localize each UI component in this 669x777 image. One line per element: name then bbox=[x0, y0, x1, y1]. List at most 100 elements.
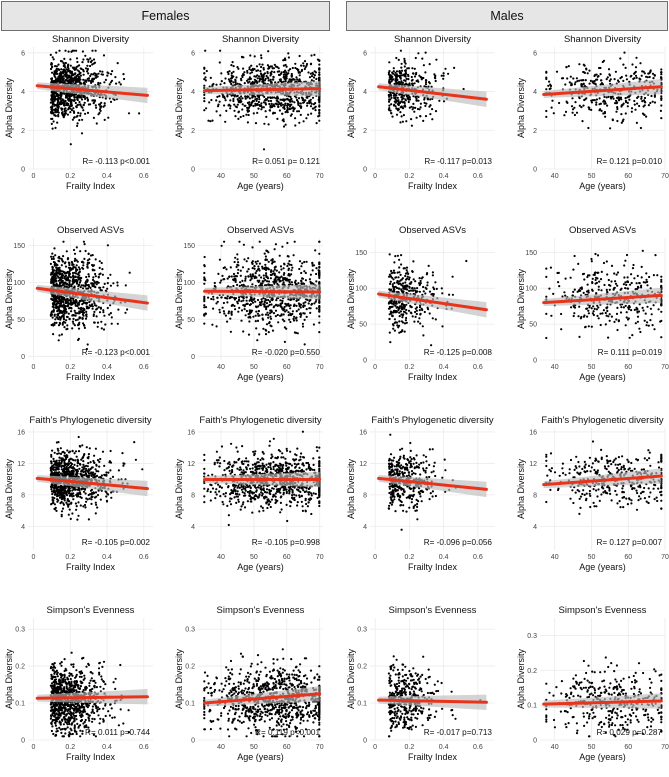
data-point bbox=[53, 323, 56, 326]
data-point bbox=[573, 83, 577, 86]
data-point bbox=[248, 66, 251, 69]
data-point bbox=[318, 282, 321, 285]
data-point bbox=[298, 54, 301, 58]
data-point bbox=[102, 54, 106, 57]
data-point bbox=[547, 84, 550, 87]
data-point bbox=[81, 50, 84, 53]
data-point bbox=[92, 276, 95, 279]
data-point bbox=[245, 79, 249, 82]
data-point bbox=[631, 63, 634, 66]
data-point bbox=[565, 66, 568, 69]
data-point bbox=[255, 65, 259, 68]
data-point bbox=[89, 103, 92, 106]
data-point bbox=[400, 288, 403, 291]
data-point bbox=[50, 62, 53, 65]
data-point bbox=[55, 51, 58, 54]
data-point bbox=[399, 101, 402, 104]
data-point bbox=[250, 311, 253, 314]
data-point bbox=[410, 75, 413, 79]
data-point bbox=[285, 327, 288, 330]
data-point bbox=[398, 266, 401, 269]
data-point bbox=[262, 101, 265, 104]
data-point bbox=[313, 70, 316, 73]
data-point bbox=[268, 300, 271, 303]
data-point bbox=[56, 104, 59, 107]
data-point bbox=[58, 310, 61, 313]
y-axis-label: Alpha Diversity bbox=[174, 77, 184, 138]
data-point bbox=[411, 287, 414, 290]
data-point bbox=[103, 282, 106, 285]
data-point bbox=[271, 258, 274, 261]
data-point bbox=[77, 327, 81, 330]
data-point bbox=[404, 281, 407, 284]
data-point bbox=[293, 240, 296, 243]
data-point bbox=[273, 278, 276, 281]
data-point bbox=[258, 274, 261, 277]
data-point bbox=[283, 340, 286, 343]
data-point bbox=[413, 82, 416, 85]
data-point bbox=[292, 317, 295, 320]
data-point bbox=[281, 103, 285, 106]
data-point bbox=[426, 97, 429, 100]
data-point bbox=[392, 278, 395, 281]
data-point bbox=[63, 277, 66, 280]
data-point bbox=[315, 272, 318, 276]
data-point bbox=[403, 100, 406, 104]
data-point bbox=[263, 252, 266, 255]
data-point bbox=[660, 71, 663, 74]
data-point bbox=[395, 113, 399, 116]
data-point bbox=[229, 296, 232, 299]
data-point bbox=[274, 65, 277, 68]
data-point bbox=[91, 49, 94, 52]
data-point bbox=[72, 317, 75, 320]
data-point bbox=[219, 83, 222, 86]
data-point bbox=[403, 65, 406, 68]
data-point bbox=[91, 264, 95, 268]
data-point bbox=[84, 97, 87, 100]
data-point bbox=[411, 270, 414, 273]
data-point bbox=[281, 307, 284, 310]
data-point bbox=[577, 315, 580, 318]
data-point bbox=[104, 323, 107, 326]
chart-title: Shannon Diversity bbox=[52, 34, 129, 45]
data-point bbox=[294, 62, 297, 65]
data-point bbox=[65, 283, 68, 286]
data-point bbox=[55, 282, 58, 285]
data-point bbox=[264, 110, 267, 113]
data-point bbox=[78, 100, 81, 104]
data-point bbox=[250, 103, 253, 107]
data-point bbox=[388, 331, 391, 334]
data-point bbox=[402, 286, 405, 290]
data-point bbox=[87, 58, 90, 61]
data-point bbox=[242, 330, 245, 333]
data-point bbox=[62, 68, 66, 71]
data-point bbox=[633, 72, 636, 75]
data-point bbox=[406, 271, 409, 274]
data-point bbox=[57, 68, 60, 71]
data-point bbox=[220, 80, 223, 83]
data-point bbox=[274, 81, 277, 84]
data-point bbox=[288, 274, 291, 277]
data-point bbox=[660, 117, 663, 120]
data-point bbox=[63, 281, 67, 284]
data-point bbox=[626, 101, 629, 104]
data-point bbox=[273, 281, 276, 284]
data-point bbox=[58, 334, 61, 337]
data-point bbox=[572, 77, 575, 80]
data-point bbox=[71, 271, 75, 275]
y-tick-label: 6 bbox=[21, 50, 25, 57]
data-point bbox=[293, 107, 296, 110]
data-point bbox=[67, 312, 70, 315]
data-point bbox=[313, 302, 316, 305]
data-point bbox=[404, 62, 407, 65]
data-point bbox=[297, 69, 300, 72]
data-point bbox=[51, 127, 54, 130]
y-tick-label: 50 bbox=[359, 322, 367, 329]
data-point bbox=[261, 267, 264, 270]
data-point bbox=[293, 101, 296, 104]
data-point bbox=[305, 64, 308, 67]
data-point bbox=[234, 115, 237, 118]
data-point bbox=[89, 304, 92, 308]
data-point bbox=[404, 98, 407, 101]
